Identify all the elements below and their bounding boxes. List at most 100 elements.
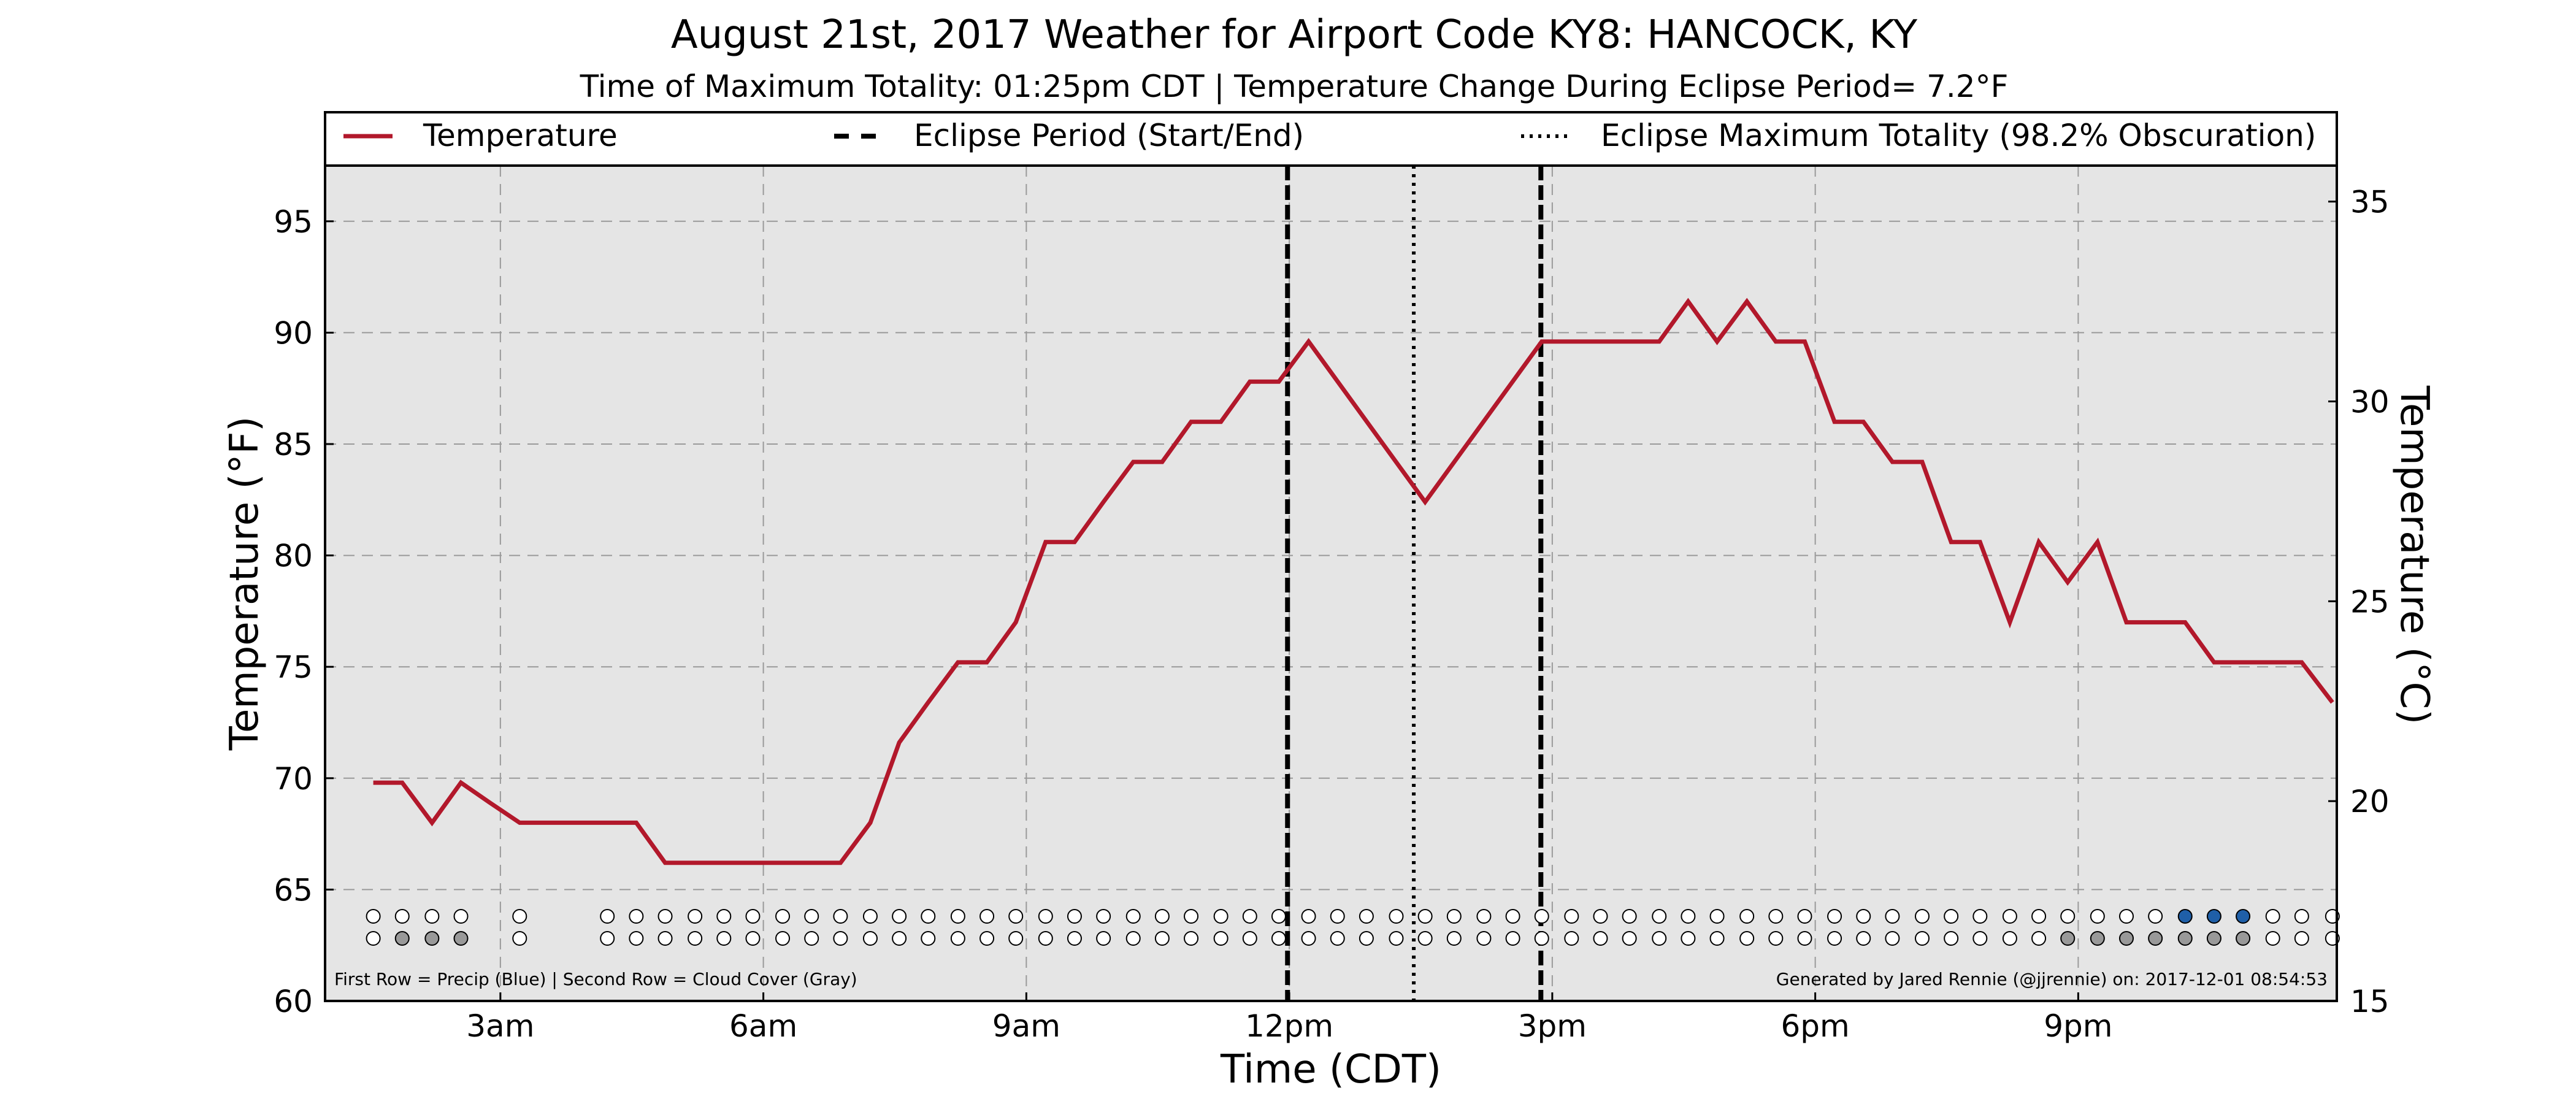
- precip-dot: [1125, 909, 1141, 924]
- precip-dot: [1914, 909, 1930, 924]
- precip-dot: [1944, 909, 1959, 924]
- precip-dot: [1856, 909, 1871, 924]
- temperature-line: [373, 297, 2334, 865]
- precip-dot: [1301, 909, 1316, 924]
- chart-subtitle: Time of Maximum Totality: 01:25pm CDT | …: [580, 69, 2009, 104]
- precip-dot: [657, 909, 673, 924]
- cloud-cover-dot: [1797, 931, 1812, 946]
- cloud-cover-dot: [1417, 931, 1433, 946]
- x-tick-label: 3pm: [1518, 1008, 1587, 1044]
- cloud-cover-dot: [1709, 931, 1725, 946]
- right-y-tick-label: 20: [2350, 784, 2390, 819]
- precip-dot: [2206, 909, 2221, 924]
- cloud-cover-dot: [1330, 931, 1345, 946]
- precip-dot: [1271, 909, 1286, 924]
- precip-dot: [745, 909, 761, 924]
- cloud-cover-dot: [1622, 931, 1637, 946]
- precip-dot: [1972, 909, 1988, 924]
- precip-dot: [1593, 909, 1608, 924]
- cloud-cover-dot: [1008, 931, 1024, 946]
- precip-dot: [921, 909, 936, 924]
- precip-dot: [366, 909, 381, 924]
- legend-max-totality-label: Eclipse Maximum Totality (98.2% Obscurat…: [1601, 118, 2316, 153]
- precip-dot: [1184, 909, 1199, 924]
- precip-dot: [1476, 909, 1492, 924]
- precip-dot: [892, 909, 907, 924]
- cloud-cover-dot: [1389, 931, 1404, 946]
- cloud-cover-dot: [1301, 931, 1316, 946]
- y-axis-label: Temperature (°F): [222, 416, 267, 751]
- precip-dot: [629, 909, 644, 924]
- precip-dot: [2060, 909, 2076, 924]
- cloud-cover-dot: [2294, 931, 2309, 946]
- precip-dot: [2118, 909, 2134, 924]
- cloud-cover-dot: [892, 931, 907, 946]
- precip-dot: [1709, 909, 1725, 924]
- x-tick-label: 6am: [729, 1008, 797, 1044]
- cloud-cover-dot: [453, 931, 469, 946]
- right-y-tick-label: 25: [2350, 584, 2390, 619]
- precip-dot: [394, 909, 410, 924]
- cloud-cover-dot: [921, 931, 936, 946]
- legend-temperature-label: Temperature: [423, 118, 618, 153]
- cloud-cover-dot: [716, 931, 732, 946]
- indicator-rows: [366, 909, 2340, 946]
- right-y-axis-label: Temperature (°C): [2391, 385, 2437, 724]
- x-tick-label: 9am: [992, 1008, 1060, 1044]
- precip-dot: [1067, 909, 1082, 924]
- precip-dot: [979, 909, 995, 924]
- legend: Temperature Eclipse Period (Start/End) E…: [324, 111, 2338, 167]
- precip-dot: [804, 909, 819, 924]
- cloud-cover-dot: [2090, 931, 2105, 946]
- precip-dot: [1505, 909, 1520, 924]
- cloud-cover-dot: [1564, 931, 1579, 946]
- cloud-cover-dot: [1944, 931, 1959, 946]
- cloud-cover-dot: [775, 931, 791, 946]
- cloud-cover-dot: [1739, 931, 1755, 946]
- cloud-cover-dot: [424, 931, 440, 946]
- right-y-tick-label: 35: [2350, 185, 2390, 220]
- cloud-cover-dot: [1505, 931, 1520, 946]
- cloud-cover-dot: [600, 931, 615, 946]
- cloud-cover-dot: [366, 931, 381, 946]
- legend-box: [324, 111, 2338, 167]
- right-y-tick-label: 30: [2350, 384, 2390, 420]
- precip-dot: [1154, 909, 1170, 924]
- precip-dot: [688, 909, 703, 924]
- x-tick-label: 3am: [466, 1008, 534, 1044]
- cloud-cover-dot: [1534, 931, 1549, 946]
- precip-dot: [1739, 909, 1755, 924]
- precip-dot: [1213, 909, 1229, 924]
- precip-dot: [1885, 909, 1900, 924]
- cloud-cover-dot: [745, 931, 761, 946]
- cloud-cover-dot: [2177, 931, 2193, 946]
- precip-dot: [716, 909, 732, 924]
- cloud-cover-dot: [2236, 931, 2251, 946]
- cloud-cover-dot: [1652, 931, 1667, 946]
- cloud-cover-dot: [1476, 931, 1492, 946]
- eclipse-markers: [1285, 166, 1544, 1001]
- precip-dot: [2002, 909, 2017, 924]
- y-tick-label: 80: [274, 539, 313, 574]
- chart-title: August 21st, 2017 Weather for Airport Co…: [671, 12, 1918, 58]
- cloud-cover-dot: [1593, 931, 1608, 946]
- cloud-cover-dot: [2265, 931, 2280, 946]
- cloud-cover-dot: [688, 931, 703, 946]
- cloud-cover-dot: [1213, 931, 1229, 946]
- right-y-tick-label: 15: [2350, 984, 2390, 1019]
- precip-dot: [2031, 909, 2047, 924]
- cloud-cover-dot: [394, 931, 410, 946]
- right-y-axis-ticks: 15 20 25 30 35: [2328, 185, 2390, 1019]
- y-tick-label: 70: [274, 761, 313, 797]
- cloud-cover-dot: [2031, 931, 2047, 946]
- precip-dot: [1446, 909, 1462, 924]
- precip-dot: [2090, 909, 2105, 924]
- precip-dot: [1038, 909, 1053, 924]
- precip-dot: [1681, 909, 1696, 924]
- y-tick-label: 65: [274, 872, 313, 908]
- cloud-cover-dot: [833, 931, 848, 946]
- precip-dot: [1768, 909, 1784, 924]
- precip-dot: [1797, 909, 1812, 924]
- precip-dot: [424, 909, 440, 924]
